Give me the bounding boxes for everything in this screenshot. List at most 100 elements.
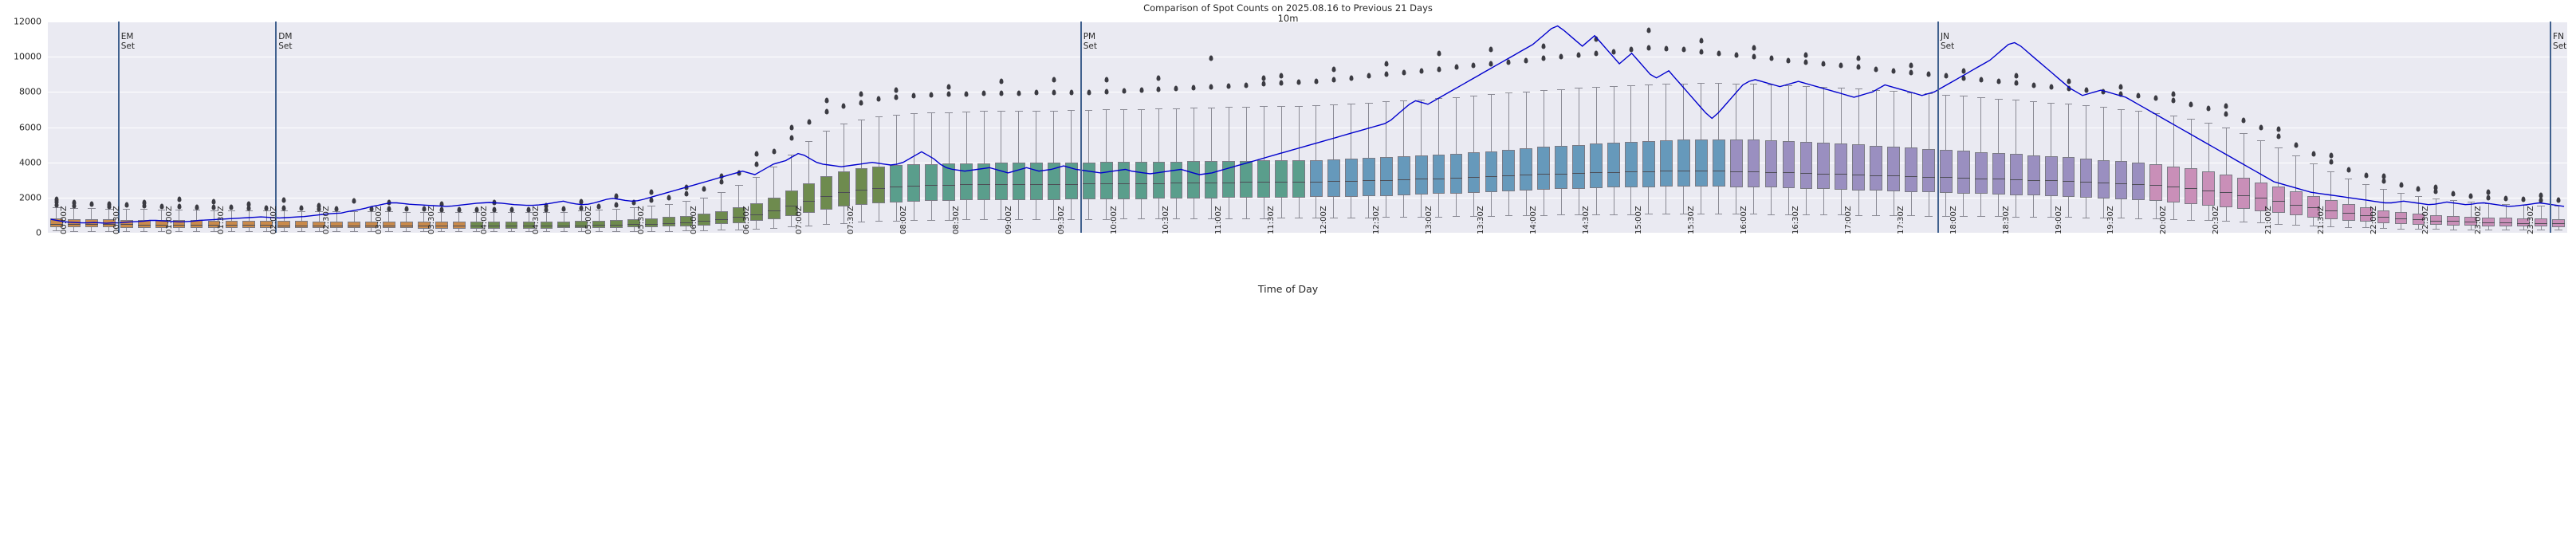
whisker-cap <box>927 112 935 114</box>
whisker-cap <box>1627 214 1635 215</box>
box <box>1152 161 1166 199</box>
median-line <box>2272 201 2285 202</box>
box <box>1520 148 1533 191</box>
box <box>1607 142 1620 188</box>
event-vline <box>2550 22 2552 233</box>
whisker-cap <box>2397 228 2405 230</box>
whisker-cap <box>735 185 743 187</box>
box <box>2464 217 2478 226</box>
outlier-marker <box>1069 89 1074 96</box>
median-line <box>1870 175 1883 176</box>
median-line <box>137 224 151 226</box>
whisker-cap <box>892 115 901 116</box>
event-vline <box>1080 22 1082 233</box>
box <box>1974 151 1988 194</box>
box <box>1992 152 2005 195</box>
whisker-cap <box>1784 84 1793 86</box>
box <box>1957 151 1970 194</box>
whisker-cap <box>647 230 655 232</box>
box <box>1432 154 1445 194</box>
outlier-marker <box>142 199 147 206</box>
median-line <box>190 224 203 226</box>
whisker-cap <box>2344 226 2353 228</box>
whisker-cap <box>157 230 166 232</box>
median-line <box>749 214 763 215</box>
box <box>1135 162 1148 199</box>
event-label-line2: Set <box>2553 41 2567 51</box>
box <box>767 197 781 219</box>
outlier-marker <box>246 201 251 207</box>
outlier-marker <box>841 103 846 109</box>
box <box>1590 143 1603 189</box>
whisker-cap <box>1487 93 1496 95</box>
whisker-cap <box>1190 218 1198 219</box>
whisker-cap <box>88 208 96 210</box>
whisker-cap <box>1592 87 1600 88</box>
outlier-marker <box>1541 43 1546 49</box>
outlier-marker <box>2433 188 2438 194</box>
outlier-marker <box>1279 73 1284 79</box>
whisker-cap <box>2502 204 2510 205</box>
whisker-cap <box>980 111 988 112</box>
outlier-marker <box>1052 89 1056 96</box>
outlier-marker <box>719 179 724 185</box>
whisker-cap <box>2047 102 2055 104</box>
x-axis-tick-label: 02:30Z <box>322 206 332 234</box>
outlier-marker <box>2416 186 2421 192</box>
box <box>2307 196 2320 218</box>
outlier-marker <box>946 91 951 97</box>
box-whisker <box>511 211 513 232</box>
whisker-cap <box>472 231 481 233</box>
outlier-marker <box>195 204 199 210</box>
box <box>610 219 623 228</box>
box-whisker <box>2313 163 2314 226</box>
median-line <box>50 223 63 225</box>
median-line <box>1310 181 1323 183</box>
event-label-line1: DM <box>278 32 293 41</box>
event-label-line2: Set <box>1941 41 1955 51</box>
outlier-marker <box>1944 73 1949 79</box>
box <box>1467 152 1481 193</box>
whisker-cap <box>1050 218 1058 220</box>
whisker-cap <box>1854 214 1862 216</box>
box <box>1870 145 1883 191</box>
outlier-marker <box>1524 57 1528 64</box>
median-line <box>1047 183 1060 185</box>
box <box>1537 147 1551 191</box>
whisker-cap <box>1068 218 1076 220</box>
median-line <box>1379 179 1393 181</box>
box <box>487 222 501 229</box>
chart-subtitle: 10m <box>1277 13 1299 24</box>
median-line <box>1607 171 1620 173</box>
outlier-marker <box>1017 90 1021 96</box>
x-axis-tick-label: 05:30Z <box>637 206 647 234</box>
whisker-cap <box>1068 110 1076 112</box>
box <box>2377 210 2390 223</box>
box <box>365 221 378 229</box>
median-line <box>2044 180 2058 182</box>
outlier-marker <box>264 205 269 211</box>
box <box>1275 160 1288 198</box>
median-line <box>172 224 186 226</box>
median-line <box>1292 181 1305 183</box>
x-axis-tick-label: 17:30Z <box>1897 206 1906 234</box>
box-whisker <box>2488 202 2489 230</box>
whisker-cap <box>1504 92 1513 94</box>
whisker-cap <box>1540 90 1548 92</box>
y-axis-tick-label: 8000 <box>19 86 41 97</box>
outlier-marker <box>2224 103 2228 109</box>
whisker-cap <box>2152 112 2161 114</box>
event-label: FN Set <box>2553 32 2567 51</box>
x-axis-tick-label: 22:30Z <box>2421 206 2431 234</box>
box-whisker <box>756 177 757 229</box>
whisker-cap <box>2292 224 2300 226</box>
whisker-cap <box>1697 83 1705 84</box>
outlier-marker <box>649 197 654 203</box>
outlier-marker <box>526 206 531 213</box>
median-line <box>1625 171 1638 173</box>
box <box>1362 158 1375 197</box>
outlier-marker <box>579 198 584 205</box>
outlier-marker <box>2206 105 2211 112</box>
whisker-cap <box>927 219 935 221</box>
whisker-cap <box>1382 217 1390 218</box>
